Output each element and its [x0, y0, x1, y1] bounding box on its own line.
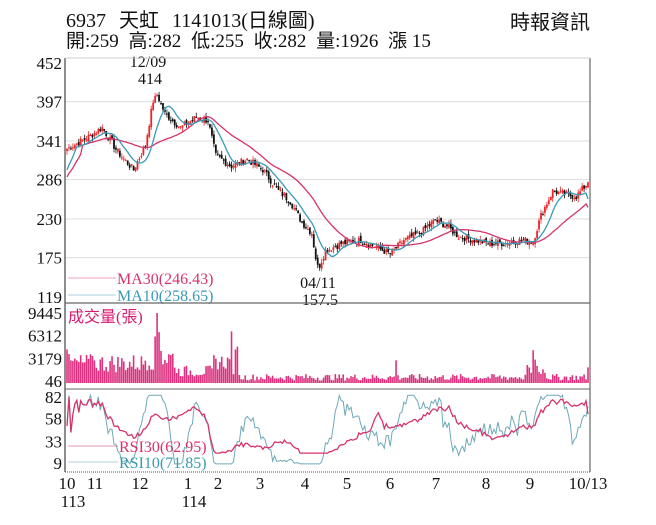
chart-frame	[64, 57, 591, 473]
x-tick-label: 10	[59, 474, 76, 493]
x-tick-label: 1	[184, 474, 193, 493]
y-tick-label: 9445	[28, 304, 62, 323]
y-tick-label: 46	[45, 372, 62, 391]
y-tick-label: 119	[37, 288, 62, 307]
y-tick-label: 452	[37, 54, 63, 73]
rsi-panel: 82 58 33 9 RSI30(62.95) RSI10(71.85)	[45, 388, 589, 473]
ma30-legend: MA30(246.43)	[117, 271, 213, 288]
volume-value: 量:1926	[316, 31, 379, 52]
x-tick-label: 6	[386, 474, 395, 493]
price-panel: 452 397 341 286 230 175 119 12/09 414 04/11 15…	[37, 54, 590, 309]
y-tick-label: 397	[37, 93, 63, 112]
y-tick-label: 230	[37, 210, 63, 229]
rsi30-legend: RSI30(62.95)	[119, 439, 207, 456]
x-year-label: 114	[182, 492, 207, 511]
x-tick-label: 3	[256, 474, 265, 493]
x-year-label: 113	[61, 492, 86, 511]
open-value: 開:259	[66, 31, 119, 52]
high-date-annotation: 12/09	[130, 54, 166, 71]
ohlc-summary: 開:259 高:282 低:255 收:282 量:1926 漲 15	[66, 26, 436, 53]
volume-bars	[66, 313, 589, 383]
data-source: 時報資訊	[510, 12, 590, 34]
chart-date: 1141013(日線圖)	[172, 10, 315, 32]
rsi-y-axis: 82 58 33 9	[45, 388, 62, 473]
volume-legend: 成交量(張)	[68, 308, 143, 326]
ma10-line	[66, 105, 589, 257]
high-value-annotation: 414	[138, 71, 162, 88]
y-tick-label: 175	[37, 249, 63, 268]
x-tick-label: 7	[432, 474, 441, 493]
low-value-annotation: 157.5	[302, 292, 338, 309]
rsi10-legend: RSI10(71.85)	[119, 455, 207, 472]
x-tick-label: 2	[214, 474, 223, 493]
close-value: 收:282	[253, 31, 307, 52]
volume-panel: 9445 6312 3179 46 成交量(張)	[28, 304, 589, 391]
y-tick-label: 341	[37, 132, 63, 151]
x-tick-label: 4	[301, 474, 310, 493]
change-value: 漲 15	[388, 31, 431, 52]
x-tick-label: 9	[526, 474, 535, 493]
y-tick-label: 82	[45, 388, 62, 407]
chart-title: 6937 天虹 1141013(日線圖)	[66, 4, 323, 33]
volume-y-axis: 9445 6312 3179 46	[28, 304, 62, 391]
low-date-annotation: 04/11	[300, 275, 336, 292]
ma10-legend: MA10(258.65)	[117, 288, 213, 305]
x-tick-label: 12	[132, 474, 149, 493]
rsi30-line	[66, 396, 589, 454]
x-tick-label: 8	[482, 474, 491, 493]
y-tick-label: 58	[45, 410, 62, 429]
x-tick-label: 10/13	[569, 474, 608, 493]
price-gridlines	[65, 101, 590, 259]
high-value: 高:282	[128, 31, 182, 52]
stock-code: 6937	[66, 10, 106, 32]
x-tick-label: 11	[87, 474, 103, 493]
rsi10-line	[66, 393, 589, 465]
y-tick-label: 3179	[28, 349, 62, 368]
low-value: 低:255	[191, 31, 244, 52]
stock-name: 天虹	[119, 10, 159, 32]
price-y-axis: 452 397 341 286 230 175 119	[37, 54, 63, 307]
y-tick-label: 33	[45, 432, 62, 451]
y-tick-label: 9	[54, 454, 63, 473]
y-tick-label: 286	[37, 171, 63, 190]
y-tick-label: 6312	[28, 327, 62, 346]
ma30-line	[66, 116, 589, 249]
x-tick-label: 5	[343, 474, 352, 493]
